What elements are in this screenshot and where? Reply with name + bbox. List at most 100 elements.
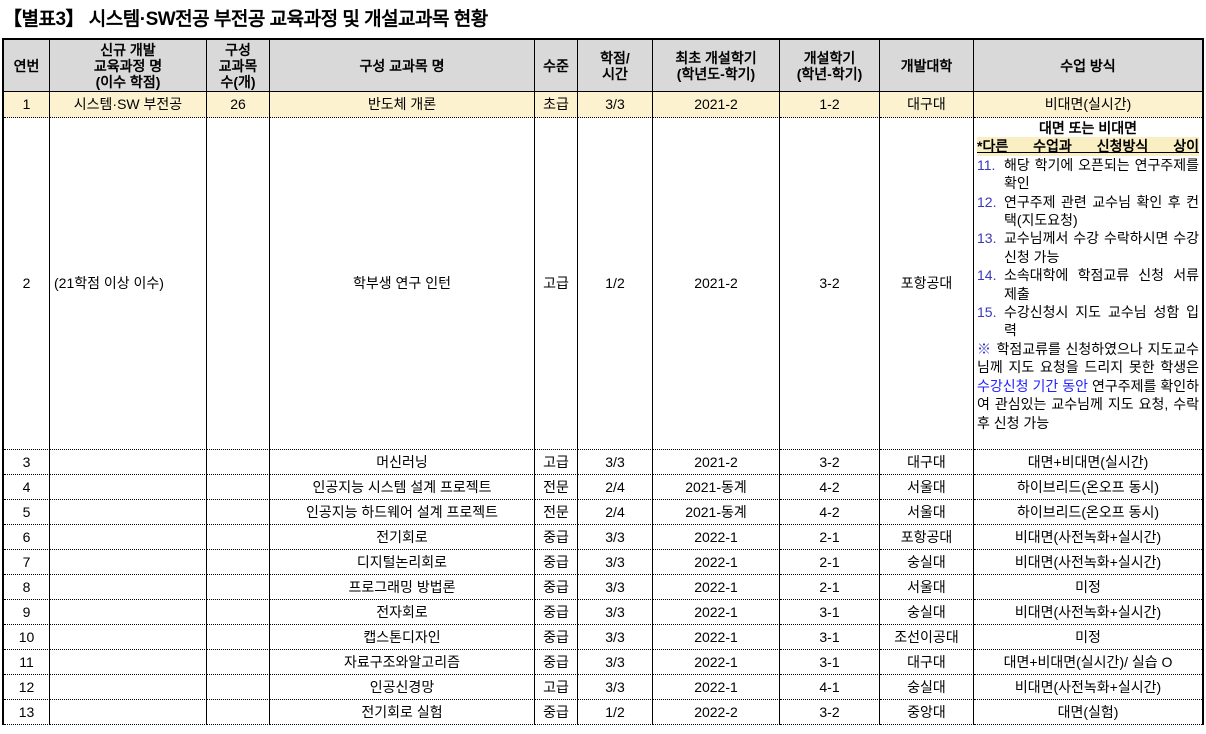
step-text: 수강신청시 지도 교수님 성함 입력 <box>1004 304 1199 339</box>
cell-level: 전문 <box>535 475 578 500</box>
cell-program <box>50 575 207 600</box>
cell-univ: 서울대 <box>880 575 974 600</box>
table-row-2: 2 (21학점 이상 이수) 학부생 연구 인턴 고급 1/2 2021-2 3… <box>4 118 1202 450</box>
cell-open-term: 2-1 <box>780 550 880 575</box>
cell-first-term: 2022-1 <box>653 625 780 650</box>
cell-seq: 8 <box>4 575 50 600</box>
cell-program <box>50 500 207 525</box>
table-row-9: 9 전자회로 중급 3/3 2022-1 3-1 숭실대 비대면(사전녹화+실시… <box>4 600 1202 625</box>
cell-first-term: 2022-1 <box>653 675 780 700</box>
cell-first-term: 2022-1 <box>653 525 780 550</box>
method-step-13: 13. 교수님께서 수강 수락하시면 수강신청 가능 <box>977 229 1199 266</box>
curriculum-table-wrapper: 연번 신규 개발 교육과정 명 (이수 학점) 구성 교과목 수(개) 구성 교… <box>2 38 1204 725</box>
step-number: 11. <box>977 156 996 173</box>
cell-count <box>207 575 270 600</box>
cell-seq: 3 <box>4 450 50 475</box>
cell-open-term: 3-1 <box>780 600 880 625</box>
cell-open-term: 3-2 <box>780 700 880 725</box>
step-text: 소속대학에 학점교류 신청 서류 제출 <box>1004 267 1199 302</box>
table-row-7: 7 디지털논리회로 중급 3/3 2022-1 2-1 숭실대 비대면(사전녹화… <box>4 550 1202 575</box>
cell-program: 시스템·SW 부전공 <box>50 92 207 118</box>
cell-univ: 대구대 <box>880 450 974 475</box>
cell-program <box>50 525 207 550</box>
table-row-13: 13 전기회로 실험 중급 1/2 2022-2 3-2 중앙대 대면(실험) <box>4 700 1202 725</box>
cell-level: 고급 <box>535 118 578 450</box>
cell-course: 전자회로 <box>270 600 535 625</box>
cell-open-term: 3-2 <box>780 118 880 450</box>
step-number: 12. <box>977 193 997 210</box>
cell-course: 인공지능 하드웨어 설계 프로젝트 <box>270 500 535 525</box>
cell-program <box>50 475 207 500</box>
step-number: 15. <box>977 304 997 321</box>
cell-credit: 3/3 <box>578 575 653 600</box>
cell-count <box>207 650 270 675</box>
col-header-count: 구성 교과목 수(개) <box>207 40 270 92</box>
cell-level: 중급 <box>535 600 578 625</box>
cell-credit: 3/3 <box>578 600 653 625</box>
table-row-4: 4 인공지능 시스템 설계 프로젝트 전문 2/4 2021-동계 4-2 서울… <box>4 475 1202 500</box>
cell-level: 고급 <box>535 450 578 475</box>
method-mode-line: 대면 또는 비대면 <box>1039 120 1137 136</box>
cell-course: 반도체 개론 <box>270 92 535 118</box>
cell-level: 중급 <box>535 550 578 575</box>
cell-univ: 중앙대 <box>880 700 974 725</box>
method-step-15: 15. 수강신청시 지도 교수님 성함 입력 <box>977 303 1199 340</box>
cell-open-term: 4-2 <box>780 500 880 525</box>
cell-credit: 2/4 <box>578 475 653 500</box>
cell-count <box>207 700 270 725</box>
cell-first-term: 2022-1 <box>653 575 780 600</box>
cell-credit: 3/3 <box>578 625 653 650</box>
cell-credit: 3/3 <box>578 550 653 575</box>
col-header-first-term: 최초 개설학기 (학년도-학기) <box>653 40 780 92</box>
cell-univ: 숭실대 <box>880 550 974 575</box>
cell-credit: 1/2 <box>578 118 653 450</box>
method-step-12: 12. 연구주제 관련 교수님 확인 후 컨택(지도요청) <box>977 193 1199 230</box>
note-text-before: 학점교류를 신청하였으나 지도교수님께 지도 요청을 드리지 못한 학생은 <box>977 340 1199 376</box>
cell-method: 비대면(사전녹화+실시간) <box>974 525 1202 550</box>
cell-count <box>207 675 270 700</box>
table-row-6: 6 전기회로 중급 3/3 2022-1 2-1 포항공대 비대면(사전녹화+실… <box>4 525 1202 550</box>
cell-credit: 3/3 <box>578 675 653 700</box>
cell-first-term: 2022-2 <box>653 700 780 725</box>
col-header-open-term: 개설학기 (학년-학기) <box>780 40 880 92</box>
cell-method: 비대면(사전녹화+실시간) <box>974 600 1202 625</box>
step-number: 14. <box>977 267 997 284</box>
page-title: 【별표3】 시스템·SW전공 부전공 교육과정 및 개설교과목 현황 <box>3 9 488 30</box>
cell-seq: 4 <box>4 475 50 500</box>
table-row-12: 12 인공신경망 고급 3/3 2022-1 4-1 숭실대 비대면(사전녹화+… <box>4 675 1202 700</box>
cell-method: 비대면(사전녹화+실시간) <box>974 550 1202 575</box>
table-row-8: 8 프로그래밍 방법론 중급 3/3 2022-1 2-1 서울대 미정 <box>4 575 1202 600</box>
cell-credit: 3/3 <box>578 525 653 550</box>
cell-method: 미정 <box>974 575 1202 600</box>
col-header-program: 신규 개발 교육과정 명 (이수 학점) <box>50 40 207 92</box>
cell-univ: 숭실대 <box>880 600 974 625</box>
note-marker: ※ <box>977 340 992 357</box>
cell-program <box>50 700 207 725</box>
cell-program <box>50 600 207 625</box>
cell-method-rich: 대면 또는 비대면 *다른 수업과 신청방식 상이 11. 해당 학기에 오픈되… <box>974 118 1202 450</box>
method-step-11: 11. 해당 학기에 오픈되는 연구주제를 확인 <box>977 156 1199 193</box>
cell-univ: 서울대 <box>880 500 974 525</box>
cell-first-term: 2022-1 <box>653 600 780 625</box>
col-header-method: 수업 방식 <box>974 40 1202 92</box>
cell-count: 26 <box>207 92 270 118</box>
header-row: 연번 신규 개발 교육과정 명 (이수 학점) 구성 교과목 수(개) 구성 교… <box>4 40 1202 92</box>
cell-course: 인공지능 시스템 설계 프로젝트 <box>270 475 535 500</box>
method-step-14: 14. 소속대학에 학점교류 신청 서류 제출 <box>977 266 1199 303</box>
cell-first-term: 2021-2 <box>653 450 780 475</box>
step-number: 13. <box>977 230 997 247</box>
cell-program <box>50 450 207 475</box>
cell-univ: 포항공대 <box>880 118 974 450</box>
cell-open-term: 4-1 <box>780 675 880 700</box>
cell-count <box>207 525 270 550</box>
cell-method: 대면(실험) <box>974 700 1202 725</box>
step-text: 연구주제 관련 교수님 확인 후 컨택(지도요청) <box>1004 193 1199 229</box>
table-row-10: 10 캡스톤디자인 중급 3/3 2022-1 3-1 조선이공대 미정 <box>4 625 1202 650</box>
cell-univ: 대구대 <box>880 92 974 118</box>
table-row-3: 3 머신러닝 고급 3/3 2021-2 3-2 대구대 대면+비대면(실시간) <box>4 450 1202 475</box>
cell-open-term: 2-1 <box>780 575 880 600</box>
cell-open-term: 3-1 <box>780 650 880 675</box>
cell-method: 미정 <box>974 625 1202 650</box>
note-text-after: 연구주제를 확인하여 관심있는 교수님께 지도 요청, 수락 후 신청 가능 <box>977 377 1199 431</box>
cell-univ: 대구대 <box>880 650 974 675</box>
